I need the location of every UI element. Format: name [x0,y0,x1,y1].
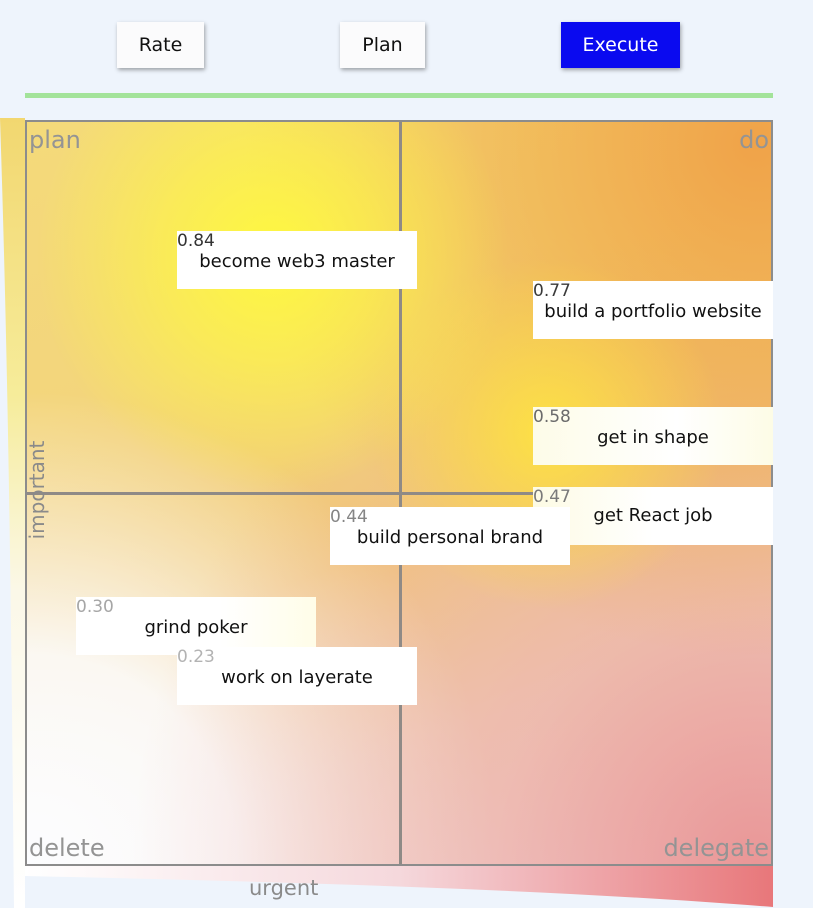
task-score: 0.30 [76,597,114,617]
horizontal-axis-line [27,492,771,495]
quadrant-label-delegate: delegate [663,834,769,862]
task-card[interactable]: 0.47 get React job [533,487,773,545]
task-score: 0.77 [533,281,571,301]
task-card[interactable]: 0.58 get in shape [533,407,773,465]
task-score: 0.84 [177,231,215,251]
task-title: get React job [593,505,713,526]
task-title: build personal brand [356,527,544,548]
x-axis-label: urgent [249,876,319,900]
quadrant-label-delete: delete [29,834,105,862]
left-gradient-wedge [0,118,25,908]
task-title: become web3 master [199,251,395,272]
task-title: grind poker [144,617,248,638]
bottom-gradient-wedge [25,866,773,907]
task-title: build a portfolio website [544,301,762,322]
header-divider [25,93,773,98]
plan-button[interactable]: Plan [340,22,425,68]
task-card[interactable]: 0.77 build a portfolio website [533,281,773,339]
task-score: 0.23 [177,647,215,667]
task-card[interactable]: 0.23 work on layerate [177,647,417,705]
rate-button[interactable]: Rate [117,22,204,68]
quadrant-label-plan: plan [29,126,81,154]
execute-button[interactable]: Execute [561,22,680,68]
task-score: 0.58 [533,407,571,427]
task-card[interactable]: 0.84 become web3 master [177,231,417,289]
task-card[interactable]: 0.30 grind poker [76,597,316,655]
task-title: work on layerate [221,667,373,688]
y-axis-label: important [25,440,49,540]
task-score: 0.47 [533,487,571,507]
task-card[interactable]: 0.44 build personal brand [330,507,570,565]
task-score: 0.44 [330,507,368,527]
quadrant-label-do: do [739,126,769,154]
task-title: get in shape [597,427,709,448]
